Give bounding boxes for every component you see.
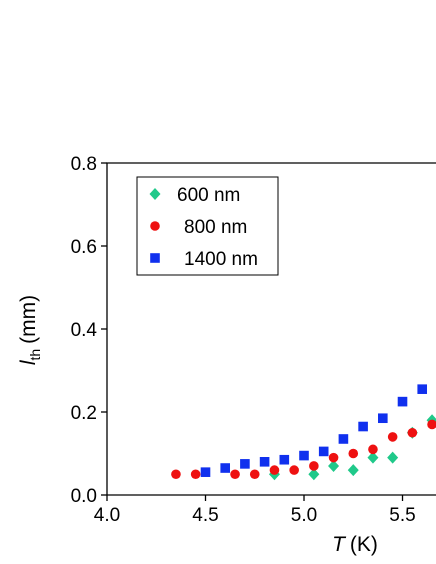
- point: [230, 469, 240, 480]
- point: [387, 451, 399, 464]
- point: [289, 465, 299, 475]
- point: [190, 469, 201, 480]
- y-tick-label: 0.0: [71, 486, 97, 507]
- point: [171, 469, 181, 480]
- y-tick-label: 0.4: [71, 320, 98, 341]
- point: [309, 461, 319, 471]
- point: [328, 452, 339, 463]
- point: [407, 427, 418, 438]
- legend-box: [136, 176, 279, 276]
- y-tick-label: 0.2: [71, 403, 97, 424]
- legend-marker: [150, 221, 160, 231]
- point: [308, 468, 320, 481]
- x-axis-label: T (K): [332, 533, 378, 556]
- legend-label: 800 nm: [184, 217, 247, 238]
- legend-marker: [149, 188, 161, 200]
- legend-label: 1400 nm: [184, 249, 258, 270]
- point: [220, 463, 231, 473]
- point: [397, 396, 408, 407]
- y-label-unit: (mm): [17, 295, 40, 344]
- x-label-unit: (K): [350, 533, 378, 556]
- point: [318, 446, 329, 457]
- point: [378, 413, 388, 424]
- point: [240, 459, 250, 469]
- y-tick-label: 0.8: [71, 154, 97, 175]
- point: [279, 454, 290, 465]
- x-label-symbol: T: [332, 533, 347, 556]
- point: [427, 419, 436, 430]
- legend-marker: [150, 253, 160, 263]
- point: [200, 467, 211, 477]
- y-label-subscript: th: [27, 349, 43, 361]
- point: [387, 432, 398, 442]
- point: [299, 450, 309, 461]
- point: [259, 457, 270, 467]
- y-label-symbol: l: [17, 359, 40, 365]
- point: [328, 459, 340, 472]
- point: [348, 448, 359, 459]
- x-tick-label: 5.5: [389, 505, 415, 526]
- point: [269, 465, 280, 475]
- point: [358, 421, 368, 432]
- x-tick-label: 5.0: [291, 505, 317, 526]
- x-tick-label: 4.5: [192, 505, 218, 526]
- legend-label: 600 nm: [177, 185, 240, 206]
- point: [338, 434, 349, 444]
- x-tick-label: 4.0: [94, 505, 120, 526]
- point: [368, 444, 378, 455]
- point: [367, 451, 379, 464]
- point: [249, 469, 260, 480]
- point: [417, 384, 428, 394]
- point: [347, 464, 359, 477]
- y-axis-label: lth (mm): [17, 295, 43, 365]
- y-tick-label: 0.6: [71, 237, 97, 258]
